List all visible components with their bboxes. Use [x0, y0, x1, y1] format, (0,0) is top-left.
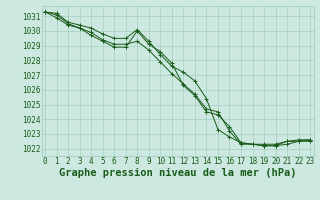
X-axis label: Graphe pression niveau de la mer (hPa): Graphe pression niveau de la mer (hPa)	[59, 168, 296, 178]
